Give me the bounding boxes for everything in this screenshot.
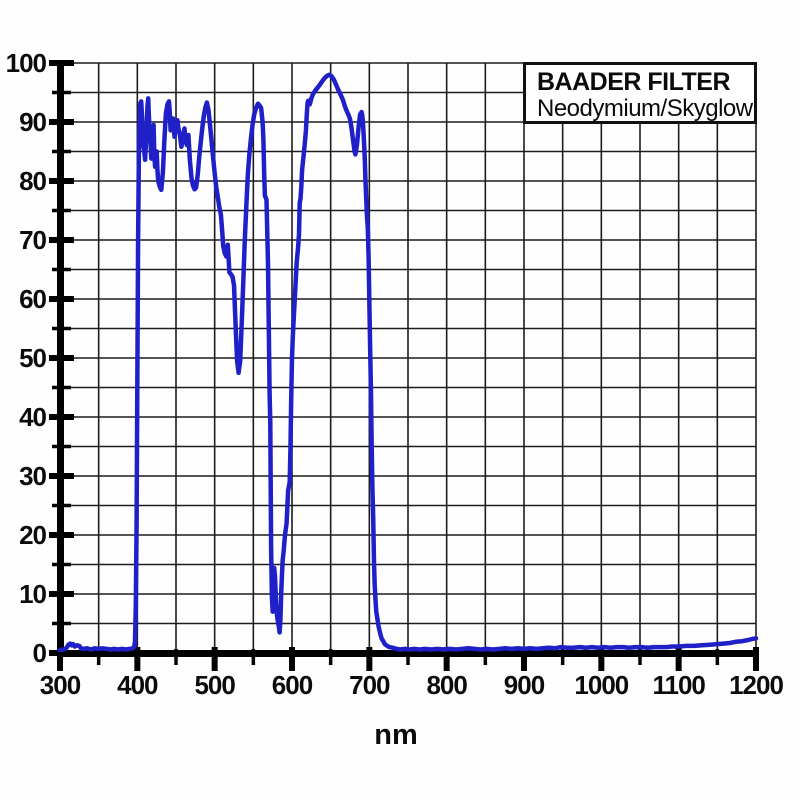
y-tick-label: 80 (19, 166, 46, 196)
x-tick-label: 1200 (729, 670, 783, 700)
chart-subtitle: Neodymium/Skyglow (537, 95, 753, 122)
x-tick-label: 900 (504, 670, 545, 700)
x-axis-unit-label: nm (374, 719, 418, 751)
y-tick-label: 40 (19, 402, 46, 432)
y-tick-label: 0 (33, 638, 47, 668)
x-tick-label: 500 (194, 670, 235, 700)
x-tick-label: 800 (426, 670, 467, 700)
y-tick-label: 10 (19, 579, 46, 609)
y-tick-label: 50 (19, 343, 46, 373)
y-tick-label: 90 (19, 107, 46, 137)
y-tick-label: 20 (19, 520, 46, 550)
x-tick-label: 700 (349, 670, 390, 700)
chart-title-box: BAADER FILTER Neodymium/Skyglow (523, 62, 757, 124)
y-tick-label: 30 (19, 461, 46, 491)
transmission-curve (57, 72, 759, 653)
x-tick-label: 300 (40, 670, 81, 700)
y-tick-label: 70 (19, 225, 46, 255)
x-tick-label: 400 (117, 670, 158, 700)
y-tick-label: 60 (19, 284, 46, 314)
x-tick-label: 600 (272, 670, 313, 700)
x-tick-label: 1000 (574, 670, 628, 700)
y-tick-label: 100 (6, 48, 47, 78)
chart-title: BAADER FILTER (537, 68, 731, 96)
x-tick-label: 1100 (652, 670, 705, 700)
